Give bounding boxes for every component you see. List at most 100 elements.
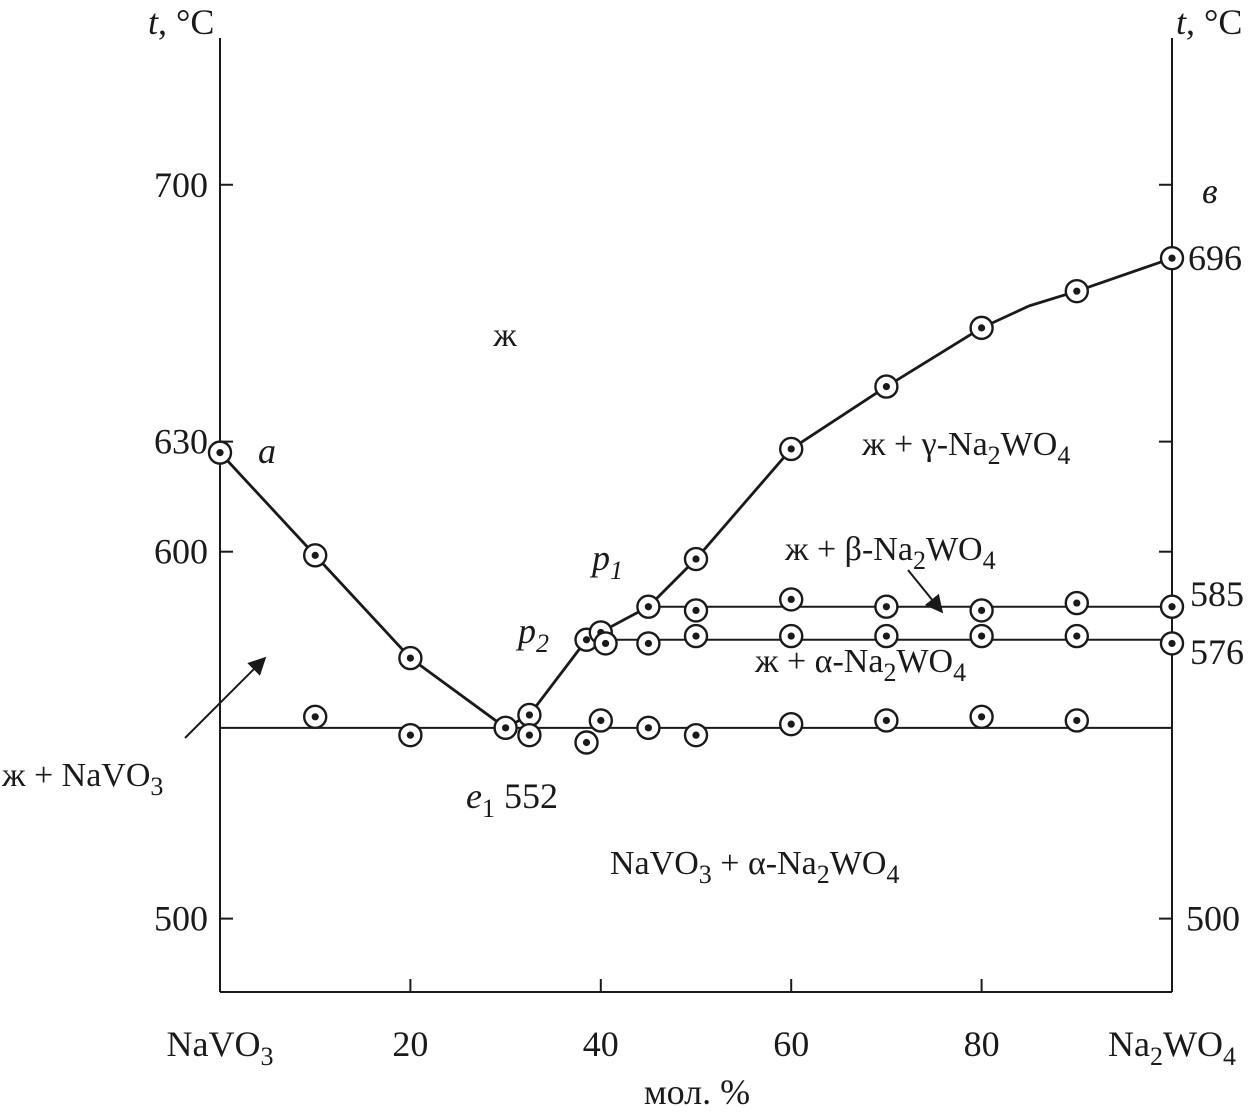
data-point-dot [978,713,986,721]
axes: 500 600 630 700 500 NaVO3 20 40 60 80 Na2WO4 t, °C t… [148,2,1242,1112]
region-liquid-navo3: ж + NaVO3 [1,757,163,801]
x-tick-label: Na2WO4 [1108,1024,1236,1071]
x-axis-title: мол. % [644,1072,750,1112]
data-point [874,623,899,649]
data-point-dot [1168,603,1176,611]
labels: a в 696 585 576 p1 p2 e1 552 ж ж + γ-Na2WO4 ж + β-… [1,171,1244,889]
x-tick-label: 80 [964,1024,1000,1064]
data-point-dot [582,636,591,644]
label-p1: p1 [589,538,623,585]
data-point [303,543,328,568]
data-point [398,645,423,671]
data-point-dot [1073,632,1081,640]
y-axis-title-right: t, °C [1176,2,1242,42]
data-point-dot [692,606,700,615]
data-point-dot [216,449,224,457]
curve-liquidus-navo3 [218,451,507,729]
label-585: 585 [1190,574,1244,614]
data-point [779,587,804,612]
data-point [303,704,328,730]
data-point [683,546,709,572]
data-point-dot [787,445,795,453]
data-point-dot [1073,599,1081,607]
data-point-dot [525,731,534,739]
data-point-dot [311,551,319,559]
label-b: в [1202,171,1218,211]
data-point [517,722,542,748]
region-liquid-gamma: ж + γ-Na2WO4 [861,426,1070,470]
data-point-dot [692,555,700,563]
data-point-dot [644,724,653,732]
data-point [593,631,618,656]
data-point-dot [502,724,510,732]
y-tick-label-left: 500 [154,899,208,939]
data-point-dot [1168,254,1176,262]
data-point [493,715,518,741]
data-point-dot [882,632,891,640]
data-point-dot [978,324,986,332]
data-point [969,315,994,341]
data-point [1064,590,1090,616]
data-point-dot [525,711,534,719]
data-point [779,436,804,462]
data-point [517,702,542,728]
data-point [969,704,994,730]
data-point [1159,245,1185,271]
data-point [779,711,804,737]
data-point-dot [1168,639,1176,648]
data-point [574,730,599,755]
label-p2: p2 [515,611,549,658]
data-point [636,594,661,619]
x-tick-label: 40 [583,1024,619,1064]
x-tick-label: 20 [392,1024,428,1064]
data-point-dot [692,731,700,739]
x-tick-label: NaVO3 [167,1024,274,1071]
data-point-dot [978,606,986,615]
y-tick-label-right: 500 [1186,899,1240,939]
data-point [1064,278,1090,304]
data-point-dot [406,654,414,662]
data-point [1159,631,1185,656]
data-point [969,598,994,623]
data-point [969,623,994,649]
data-point-dot [787,595,795,603]
data-point [874,594,899,619]
y-axis-title-left: t, °C [148,2,214,42]
label-a: a [258,431,276,471]
data-point [636,715,661,741]
y-tick-label-left: 600 [154,532,208,572]
data-point [636,631,661,656]
data-point [1064,708,1090,733]
data-point-dot [601,639,610,648]
data-point-dot [311,713,319,721]
data-point [779,623,804,649]
data-point-dot [882,716,891,725]
data-point-dot [1073,287,1081,295]
data-point [683,623,709,649]
data-point [874,708,899,733]
data-point [1064,623,1090,649]
y-tick-label-left: 700 [154,165,208,205]
data-point-dot [597,716,605,725]
data-point [683,598,709,623]
arrow-navo3 [184,656,267,739]
data-point-dot [692,632,700,640]
region-solid: NaVO3 + α-Na2WO4 [610,845,899,889]
data-point [874,374,899,399]
data-point-dot [644,639,653,648]
data-point-dot [406,731,414,739]
data-point-dot [787,720,795,728]
data-points [207,245,1185,755]
label-576: 576 [1190,632,1244,672]
data-point-dot [787,632,795,640]
data-point-dot [978,632,986,640]
phase-lines [218,256,1173,730]
arrow-beta [907,569,944,614]
region-liquid-alpha: ж + α-Na2WO4 [754,643,966,687]
data-point-dot [582,738,591,747]
data-point-dot [644,603,653,611]
data-point [1159,594,1185,619]
x-tick-label: 60 [773,1024,809,1064]
data-point [207,440,233,465]
label-696: 696 [1188,238,1242,278]
